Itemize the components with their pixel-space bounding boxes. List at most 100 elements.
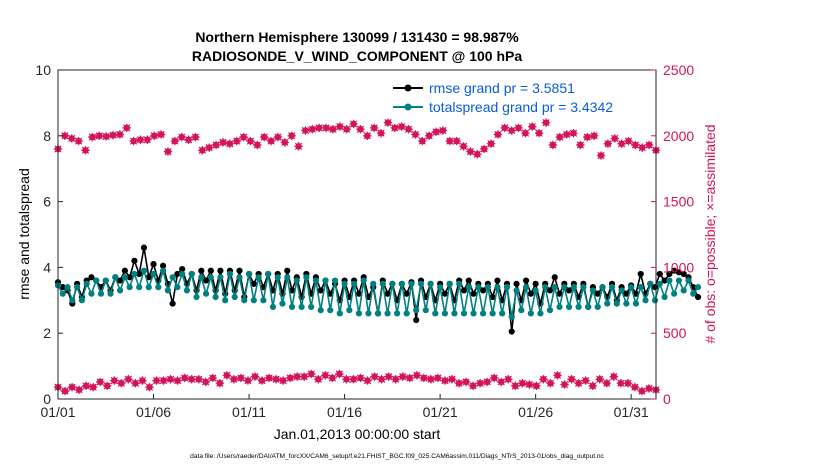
obs-possible-cross xyxy=(459,142,468,151)
spread-point xyxy=(613,300,620,307)
obs-possible-cross xyxy=(74,136,83,146)
obs-possible-cross xyxy=(294,142,303,151)
obs-possible-cross xyxy=(521,128,530,138)
obs-assimilated-cross xyxy=(138,376,147,385)
spread-point xyxy=(604,300,611,307)
obs-possible-cross xyxy=(246,136,255,146)
obs-possible-cross xyxy=(129,136,138,146)
obs-assimilated-cross xyxy=(201,377,210,387)
obs-assimilated-cross xyxy=(103,381,112,391)
obs-possible-cross xyxy=(280,138,290,147)
obs-possible-cross xyxy=(177,132,186,142)
spread-point xyxy=(245,270,253,278)
spread-point xyxy=(121,274,128,281)
spread-point xyxy=(370,280,377,287)
rmse-point xyxy=(136,270,143,278)
obs-possible-cross xyxy=(493,130,503,139)
rmse-point xyxy=(317,287,324,294)
obs-possible-cross xyxy=(596,151,606,160)
legend-spread-label: totalspread grand pr = 3.4342 xyxy=(429,99,613,115)
obs-assimilated-cross xyxy=(595,375,604,384)
spread-point xyxy=(159,267,167,274)
spread-point xyxy=(78,297,85,304)
spread-point xyxy=(346,307,353,314)
obs-assimilated-cross xyxy=(384,372,393,381)
spread-point xyxy=(398,280,405,287)
obs-possible-cross xyxy=(349,119,358,129)
spread-point xyxy=(188,270,195,278)
obs-possible-cross xyxy=(617,139,626,148)
obs-possible-cross xyxy=(644,140,654,150)
obs-possible-cross xyxy=(404,125,413,134)
obs-assimilated-cross xyxy=(419,373,429,383)
spread-point xyxy=(136,284,143,291)
x-tick-label: 01/26 xyxy=(518,404,553,420)
obs-assimilated-cross xyxy=(588,381,597,391)
y-right-tick-label: 1000 xyxy=(663,259,694,275)
obs-assimilated-cross xyxy=(454,379,464,388)
obs-possible-cross xyxy=(170,136,180,146)
obs-assimilated-cross xyxy=(131,379,140,388)
spread-point xyxy=(222,297,229,304)
obs-assimilated-cross xyxy=(475,379,485,388)
rmse-point xyxy=(327,290,334,297)
obs-assimilated-cross xyxy=(152,376,161,385)
rmse-point xyxy=(198,267,205,274)
spread-point xyxy=(140,267,148,274)
spread-point xyxy=(618,287,625,294)
obs-possible-cross xyxy=(156,130,166,139)
legend-rmse-label: rmse grand pr = 3.5851 xyxy=(429,80,575,96)
obs-assimilated-cross xyxy=(511,381,520,391)
obs-assimilated-cross xyxy=(616,379,626,388)
spread-point xyxy=(671,290,678,297)
spread-point xyxy=(327,307,334,314)
spread-point xyxy=(355,310,363,317)
rmse-point xyxy=(159,262,167,269)
spread-point xyxy=(413,307,420,314)
spread-point xyxy=(479,310,487,317)
obs-possible-cross xyxy=(136,135,145,144)
rmse-point xyxy=(207,267,214,274)
spread-point xyxy=(408,280,415,287)
spread-point xyxy=(465,284,472,291)
spread-point xyxy=(365,310,372,317)
obs-possible-cross xyxy=(603,139,613,148)
rmse-point xyxy=(666,270,673,278)
spread-point xyxy=(322,277,329,284)
obs-possible-cross xyxy=(473,150,482,159)
legend-spread-marker xyxy=(404,103,412,111)
rmse-point xyxy=(513,280,520,287)
x-tick-label: 01/31 xyxy=(614,404,649,420)
obs-assimilated-cross xyxy=(88,382,98,392)
spread-point xyxy=(164,287,171,294)
obs-possible-cross xyxy=(445,136,454,146)
obs-assimilated-cross xyxy=(159,376,168,385)
rmse-point xyxy=(651,284,659,291)
obs-assimilated-cross xyxy=(321,371,330,380)
obs-possible-cross xyxy=(342,125,351,134)
rmse-point xyxy=(661,277,668,284)
rmse-point xyxy=(169,300,176,307)
rmse-point xyxy=(694,293,702,301)
rmse-point xyxy=(508,328,515,335)
spread-point xyxy=(694,284,702,291)
spread-point xyxy=(446,280,453,287)
spread-point xyxy=(284,274,291,281)
rmse-point xyxy=(413,316,420,324)
obs-assimilated-cross xyxy=(250,372,260,381)
spread-point xyxy=(637,284,644,291)
y-left-tick-label: 4 xyxy=(43,259,51,275)
obs-assimilated-cross xyxy=(630,382,640,392)
spread-point xyxy=(441,310,448,317)
series-layer xyxy=(54,244,702,335)
spread-point xyxy=(145,284,152,291)
rmse-point xyxy=(250,280,257,287)
obs-assimilated-cross xyxy=(482,377,492,387)
rmse-point xyxy=(202,277,210,284)
spread-point xyxy=(642,297,649,304)
rmse-point xyxy=(632,290,640,297)
spread-point xyxy=(331,277,339,284)
spread-point xyxy=(360,277,367,284)
